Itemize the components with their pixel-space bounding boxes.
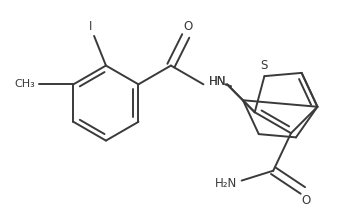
Text: O: O	[183, 20, 192, 32]
Text: H₂N: H₂N	[215, 177, 237, 190]
Text: I: I	[88, 20, 92, 32]
Text: HN: HN	[208, 75, 226, 88]
Text: HN: HN	[208, 75, 226, 88]
Text: S: S	[261, 59, 268, 72]
Text: O: O	[301, 194, 310, 207]
Text: CH₃: CH₃	[15, 79, 35, 89]
